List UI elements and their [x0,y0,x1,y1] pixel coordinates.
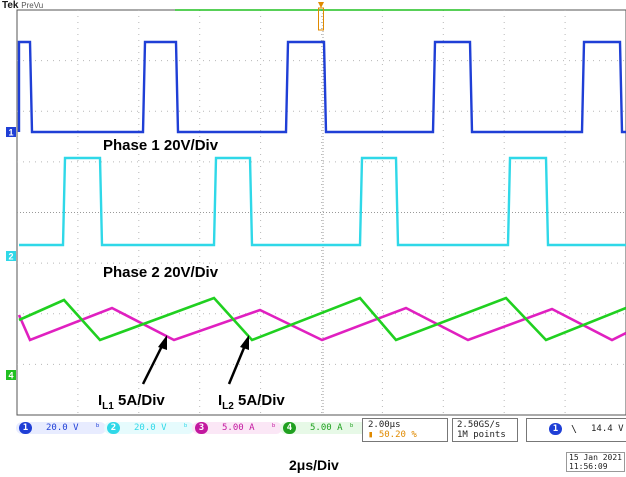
il2-current-trace [18,296,626,342]
il1-arrow [141,335,167,385]
ch3-scale: 5.00 A [222,423,255,433]
ch4-ground-marker: 4 [6,370,16,381]
sample-rate: 2.50GS/s [457,420,501,430]
trigger-slope-icon: \ [571,424,578,435]
il2-arrow [227,335,249,385]
trigger-source-badge: 1 [549,423,562,435]
ch1-badge: 1 [19,422,32,434]
timebase-label: 2μs/Div [289,457,339,473]
trigger-marker-icon [318,2,324,8]
ch3-badge: 3 [195,422,208,434]
bandwidth-icon: ᵇ [183,423,189,433]
ch1-ground-marker: 1 [6,127,16,138]
phase2-voltage-trace [19,156,626,247]
ch2-badge: 2 [107,422,120,434]
svg-text:2: 2 [8,252,13,262]
trigger-position-marker [318,2,324,31]
trigger-readout[interactable]: 1 \ 14.4 V [526,418,626,442]
date-time-readout: 15 Jan 2021 11:56:09 [566,452,625,472]
ch4-badge: 4 [283,422,296,434]
acquisition-readout[interactable]: 2.50GS/s 1M points [452,418,518,442]
ch2-scale-chip[interactable] [104,422,194,434]
trigger-position-icon: ▮ [368,430,374,440]
waveform-display: 1 2 4 [6,2,626,416]
trigger-level: 14.4 V [591,424,624,434]
ch1-scale-chip[interactable] [16,422,106,434]
il2-label: IL2 5A/Div [218,392,285,412]
il1-current-trace [17,306,626,342]
ch2-scale: 20.0 V [134,423,167,433]
bandwidth-icon: ᵇ [349,423,355,433]
horizontal-readout[interactable]: 2.00μs ▮ 50.20 % [362,418,448,442]
bandwidth-icon: ᵇ [95,423,101,433]
phase1-label: Phase 1 20V/Div [103,137,219,154]
scope-brand: Tek PreVu [2,0,44,11]
svg-text:1: 1 [8,128,13,138]
date: 15 Jan 2021 [569,453,622,462]
ch2-ground-marker: 2 [6,251,16,262]
il1-label: IL1 5A/Div [98,392,165,412]
graticule-grid [17,10,626,415]
channel-ground-markers: 1 2 4 [6,127,16,381]
phase1-voltage-trace [17,40,626,134]
bandwidth-icon: ᵇ [271,423,277,433]
horizontal-position: ▮ 50.20 % [368,430,417,440]
ch1-scale: 20.0 V [46,423,79,433]
horizontal-scale: 2.00μs [368,420,401,430]
svg-text:4: 4 [8,371,13,381]
ch4-scale-chip[interactable] [280,422,370,434]
time: 11:56:09 [569,462,608,471]
record-length: 1M points [457,430,506,440]
phase2-label: Phase 2 20V/Div [103,264,219,281]
ch4-scale: 5.00 A [310,423,343,433]
status-bar: 1 20.0 V ᵇ 2 20.0 V ᵇ 3 5.00 A ᵇ 4 5.00 … [16,418,626,442]
ch3-scale-chip[interactable] [192,422,282,434]
